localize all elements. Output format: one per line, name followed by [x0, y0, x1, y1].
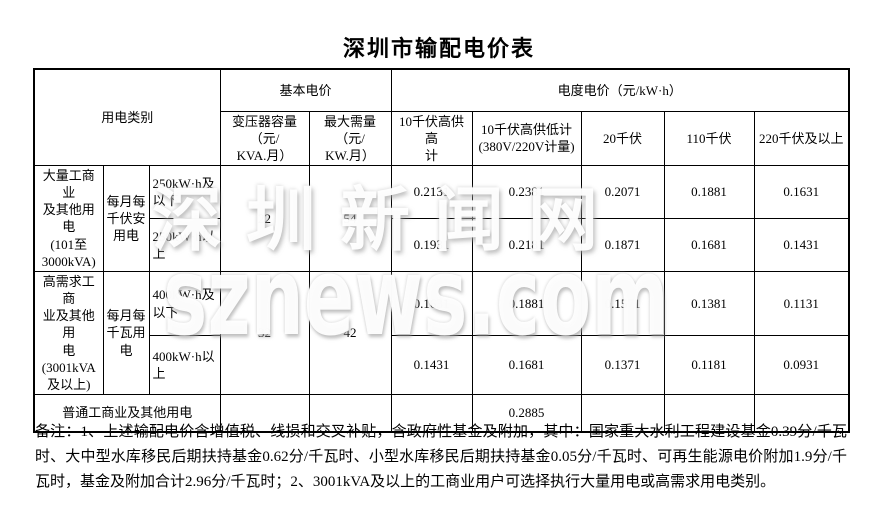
header-10kv-low: 10千伏高供低计 (380V/220V计量): [471, 110, 582, 166]
price-cell: 0.1881: [471, 270, 582, 337]
table-row: 大量工商业 及其他用电 (101至 3000kVA) 每月每 千伏安 用电 25…: [33, 164, 850, 272]
max-demand-value: 54: [308, 164, 392, 272]
price-cell: 0.2885: [471, 394, 582, 432]
table-row: 普通工商业及其他用电 0.2885: [33, 394, 850, 432]
header-10kv-high: 10千伏高供高 计: [390, 110, 473, 166]
price-cell: 0.2381: [471, 164, 582, 219]
billing-basis-per-kva: 每月每 千伏安 用电: [102, 164, 150, 272]
price-cell: 0.1871: [580, 217, 665, 272]
price-cell: 0.1681: [663, 217, 755, 272]
header-basic-price-group: 基本电价: [219, 68, 392, 112]
tier-label: 400kW·h以 上: [148, 335, 221, 395]
price-cell: 0.1431: [390, 335, 473, 395]
table-row: 高需求工商 业及其他用 电(3001kVA 及以上) 每月每 千瓦用 电 400…: [33, 270, 850, 396]
empty-cell: [580, 394, 665, 432]
tier-label: 400kW·h及 以下: [148, 270, 221, 337]
table-row: 250kW·h以 上 0.1931 0.2181 0.1871 0.1681 0…: [34, 217, 850, 272]
price-table: 用电类别 基本电价 电度电价（元/kW·h） 变压器容量 （元/ KVA.月） …: [33, 68, 851, 433]
category-large-industry: 大量工商业 及其他用电 (101至 3000kVA): [33, 164, 104, 272]
tier-label: 250kW·h及 以下: [148, 164, 221, 219]
header-max-demand: 最大需量 （元/ KW.月）: [308, 110, 392, 166]
tier-label: 250kW·h以 上: [148, 217, 221, 272]
price-cell: 0.1371: [580, 335, 665, 395]
price-cell: 0.1631: [753, 164, 850, 219]
header-20kv: 20千伏: [580, 110, 665, 166]
header-energy-price-group: 电度电价（元/kW·h）: [390, 68, 850, 112]
price-cell: 0.1381: [663, 270, 755, 337]
price-cell: 0.1181: [663, 335, 755, 395]
transformer-capacity-value: 32: [219, 270, 310, 396]
empty-cell: [663, 394, 755, 432]
category-ordinary-industry: 普通工商业及其他用电: [33, 394, 221, 432]
empty-cell: [753, 394, 850, 432]
header-110kv: 110千伏: [663, 110, 755, 166]
empty-cell: [219, 394, 310, 432]
price-cell: 0.2131: [390, 164, 473, 219]
billing-basis-per-kw: 每月每 千瓦用 电: [102, 270, 150, 396]
price-cell: 0.0931: [753, 335, 850, 395]
header-220kv: 220千伏及以上: [753, 110, 850, 166]
price-cell: 0.2181: [471, 217, 582, 272]
category-high-demand-industry: 高需求工商 业及其他用 电(3001kVA 及以上): [33, 270, 104, 396]
price-cell: 0.1681: [471, 335, 582, 395]
header-usage-category: 用电类别: [33, 68, 221, 166]
page-title: 深圳市输配电价表: [342, 36, 535, 61]
table-row: 400kW·h以 上 0.1431 0.1681 0.1371 0.1181 0…: [34, 335, 850, 395]
price-cell: 0.2071: [580, 164, 665, 219]
price-cell: 0.1571: [580, 270, 665, 337]
price-cell: 0.1631: [390, 270, 473, 337]
price-cell: 0.1881: [663, 164, 755, 219]
max-demand-value: 42: [308, 270, 392, 396]
empty-cell: [390, 394, 473, 432]
price-cell: 0.1131: [753, 270, 850, 337]
transformer-capacity-value: 22: [219, 164, 310, 272]
header-transformer-capacity: 变压器容量 （元/ KVA.月）: [219, 110, 310, 166]
price-cell: 0.1931: [390, 217, 473, 272]
footnote-remarks: 备注：1、上述输配电价含增值税、线损和交叉补贴，含政府性基金及附加，其中：国家重…: [35, 424, 847, 490]
empty-cell: [308, 394, 392, 432]
price-cell: 0.1431: [753, 217, 850, 272]
